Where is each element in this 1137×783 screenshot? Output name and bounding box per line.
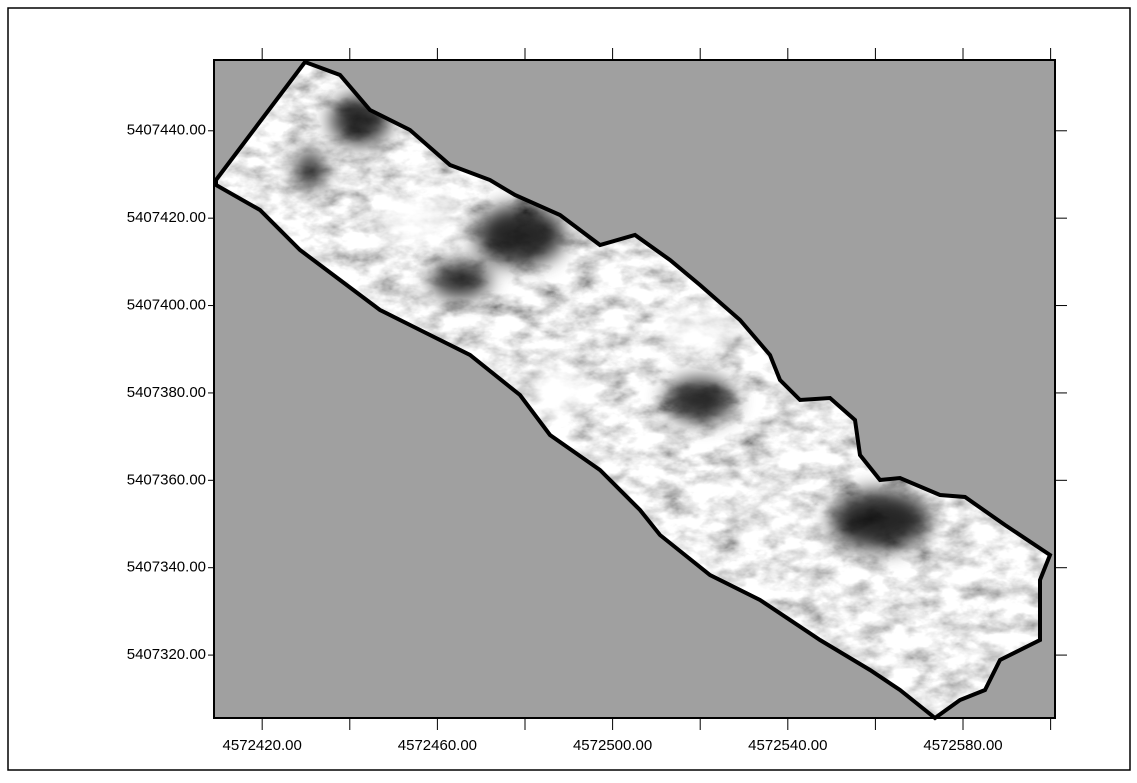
y-tick-label: 5407400.00 bbox=[127, 297, 206, 314]
map-view: 4572420.00 4572460.00 4572500.00 4572540.00… bbox=[0, 0, 1137, 778]
x-tick-label: 4572580.00 bbox=[923, 737, 1002, 754]
x-tick-label: 4572420.00 bbox=[223, 737, 302, 754]
x-tick-label: 4572540.00 bbox=[748, 737, 827, 754]
y-tick-label: 5407340.00 bbox=[127, 559, 206, 576]
y-tick-label: 5407440.00 bbox=[127, 122, 206, 139]
y-tick-label: 5407320.00 bbox=[127, 646, 206, 663]
y-tick-label: 5407360.00 bbox=[127, 471, 206, 488]
x-tick-label: 4572500.00 bbox=[573, 737, 652, 754]
x-tick-label: 4572460.00 bbox=[398, 737, 477, 754]
y-tick-label: 5407420.00 bbox=[127, 209, 206, 226]
y-tick-label: 5407380.00 bbox=[127, 384, 206, 401]
